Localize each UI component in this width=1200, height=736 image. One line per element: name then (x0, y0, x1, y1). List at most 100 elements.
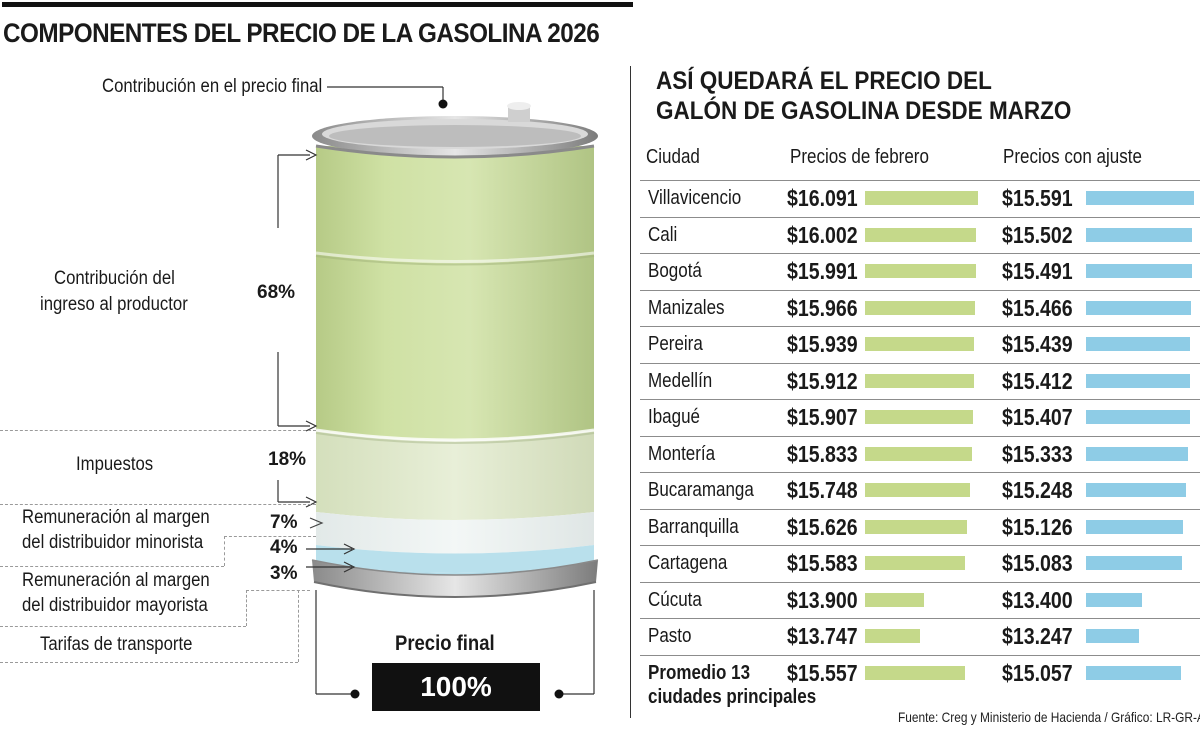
feb-price: $13.747 (787, 623, 858, 649)
adjusted-price: $13.400 (1002, 586, 1073, 613)
adjusted-bar (1086, 300, 1191, 315)
percent-mayorista: 4% (270, 537, 298, 558)
feb-bar (865, 227, 976, 242)
adjusted-price: $15.248 (1002, 477, 1073, 503)
city-name: Manizales (648, 296, 725, 319)
header-feb: Precios de febrero (790, 146, 929, 168)
label-minorista-2: del distribuidor minorista (22, 532, 204, 553)
adjusted-bar (1086, 410, 1190, 424)
adjusted-price: $15.412 (1002, 367, 1073, 394)
city-name: Cali (648, 223, 678, 246)
table-row: Pasto $13.747 $13.247 (640, 618, 1200, 655)
city-name: Bogotá (648, 260, 702, 282)
adjusted-price: $15.502 (1002, 221, 1073, 248)
feb-price: $15.907 (787, 404, 858, 430)
feb-bar (865, 519, 967, 534)
adjusted-bar (1086, 264, 1192, 278)
table-row: Montería $15.833 $15.333 (640, 435, 1200, 473)
label-impuestos: Impuestos (76, 454, 154, 475)
title-rule (2, 2, 633, 7)
table-row: Cali $16.002 $15.502 (640, 216, 1200, 254)
table-row: Medellín $15.912 $15.412 (640, 362, 1200, 400)
separator-transporte (0, 662, 298, 663)
adjusted-bar (1086, 191, 1194, 205)
feb-price: $15.966 (787, 294, 858, 321)
final-price-value: 100% (372, 663, 540, 711)
table-row: Bucaramanga $15.748 $15.248 (640, 472, 1200, 509)
table-row: Ibagué $15.907 $15.407 (640, 399, 1200, 436)
adjusted-price: $15.591 (1002, 185, 1073, 211)
feb-bar (865, 592, 924, 607)
percent-minorista: 7% (270, 512, 298, 533)
label-productor-1: Contribución del (54, 268, 175, 289)
feb-bar (865, 191, 978, 205)
separator-minorista (224, 536, 316, 537)
average-label-line-1: Promedio 13 (648, 661, 751, 684)
table-row: Villavicencio $16.091 $15.591 (640, 180, 1200, 217)
adjusted-bar (1086, 337, 1190, 351)
feb-price: $15.557 (787, 659, 858, 686)
adjusted-price: $15.407 (1002, 404, 1073, 430)
adjusted-bar (1086, 665, 1181, 680)
separator-mayorista (0, 626, 246, 627)
feb-bar (865, 665, 965, 680)
feb-bar (865, 300, 975, 315)
table-title: ASÍ QUEDARÁ EL PRECIO DEL GALÓN DE GASOL… (656, 66, 1071, 126)
table-title-line-1: ASÍ QUEDARÁ EL PRECIO DEL (656, 67, 992, 95)
percent-productor: 68% (257, 282, 296, 303)
table-row: Pereira $15.939 $15.439 (640, 326, 1200, 363)
average-row: Promedio 13 ciudades principales $15.557 $1… (640, 654, 1200, 709)
label-transporte: Tarifas de transporte (40, 634, 193, 655)
city-name: Bucaramanga (648, 479, 754, 501)
feb-price: $13.900 (787, 586, 858, 613)
barrel-graphic (277, 86, 599, 699)
feb-price: $15.991 (787, 258, 858, 284)
separator-minorista-v (224, 536, 225, 566)
feb-price: $16.002 (787, 221, 858, 248)
feb-price: $15.939 (787, 331, 858, 357)
separator-mayorista-2 (246, 590, 310, 591)
feb-price: $16.091 (787, 185, 858, 211)
adjusted-bar (1086, 556, 1182, 570)
adjusted-bar (1086, 483, 1186, 497)
feb-price: $15.583 (787, 550, 858, 576)
percent-transporte: 3% (270, 563, 298, 584)
adjusted-price: $15.057 (1002, 659, 1073, 686)
label-minorista-1: Remuneración al margen (22, 507, 210, 528)
main-title: COMPONENTES DEL PRECIO DE LA GASOLINA 20… (3, 18, 600, 48)
adjusted-price: $15.083 (1002, 550, 1073, 576)
city-name: Pasto (648, 625, 692, 647)
label-productor-2: ingreso al productor (40, 294, 188, 315)
city-name: Medellín (648, 369, 713, 392)
label-mayorista-2: del distribuidor mayorista (22, 595, 208, 616)
table-row: Bogotá $15.991 $15.491 (640, 253, 1200, 290)
adjusted-price: $15.333 (1002, 440, 1073, 467)
feb-bar (865, 483, 970, 497)
average-label-line-2: ciudades principales (648, 685, 817, 708)
feb-bar (865, 337, 974, 351)
header-adj: Precios con ajuste (1003, 146, 1142, 168)
final-price-label: Precio final (395, 632, 495, 655)
adjusted-bar (1086, 373, 1190, 388)
column-divider (630, 66, 631, 718)
adjusted-price: $15.439 (1002, 331, 1073, 357)
separator-mayorista-v (246, 590, 247, 626)
feb-bar (865, 410, 973, 424)
feb-bar (865, 446, 972, 461)
feb-price: $15.626 (787, 513, 858, 540)
adjusted-bar (1086, 227, 1192, 242)
separator-minorista-2 (0, 566, 224, 567)
city-name: Barranquilla (648, 515, 739, 538)
city-name: Cúcuta (648, 588, 702, 611)
table-title-line-2: GALÓN DE GASOLINA DESDE MARZO (656, 97, 1072, 125)
average-label: Promedio 13 ciudades principales (648, 661, 816, 709)
label-mayorista-1: Remuneración al margen (22, 570, 210, 591)
city-name: Cartagena (648, 552, 728, 574)
table-row: Cartagena $15.583 $15.083 (640, 545, 1200, 582)
adjusted-bar (1086, 519, 1183, 534)
feb-bar (865, 264, 976, 278)
city-name: Ibagué (648, 406, 700, 428)
city-name: Montería (648, 442, 716, 465)
adjusted-price: $15.491 (1002, 258, 1073, 284)
top-label: Contribución en el precio final (102, 76, 323, 97)
